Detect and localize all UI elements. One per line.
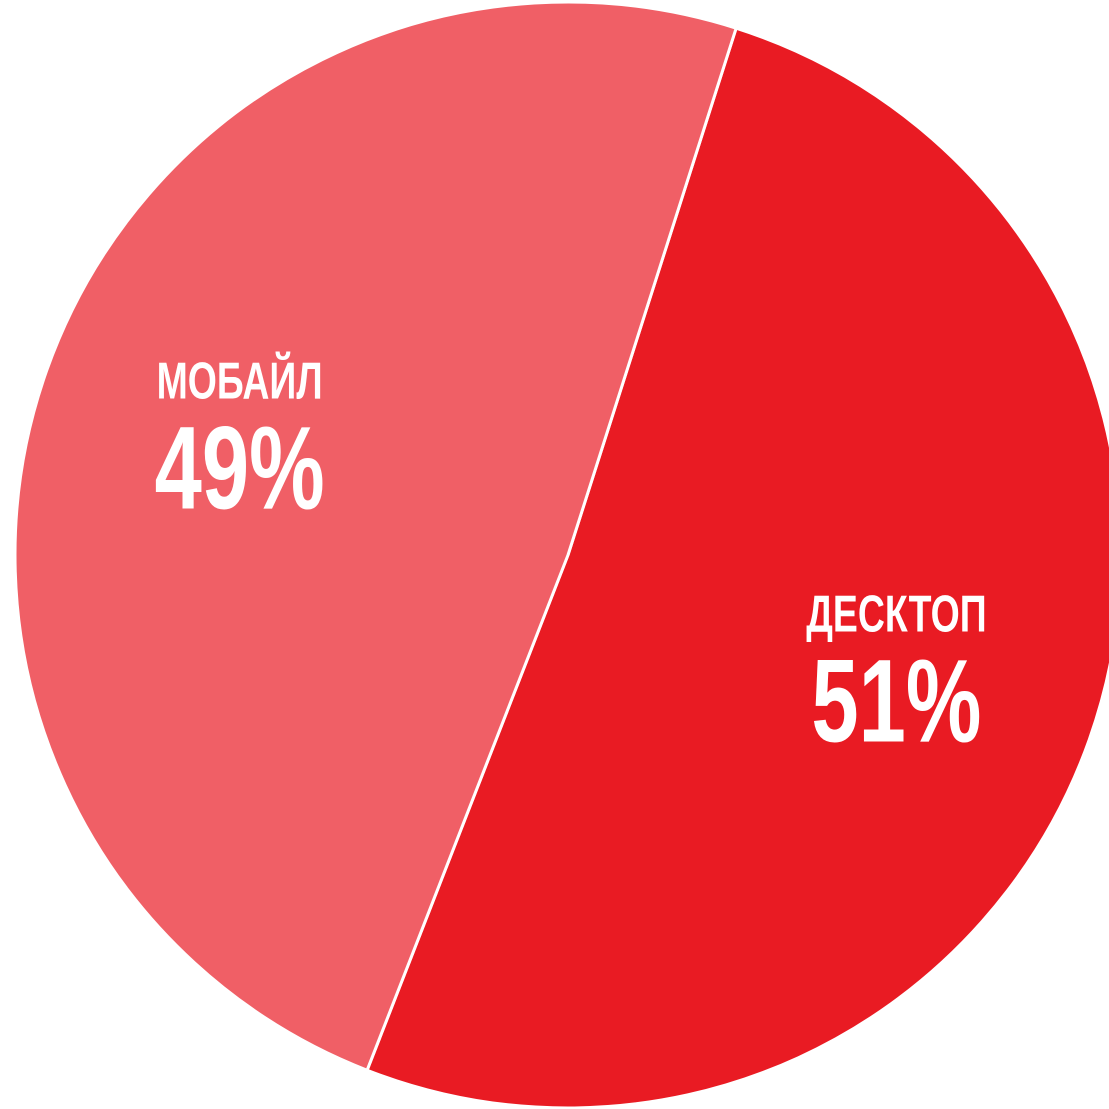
pie-slice [13,0,738,1072]
slice-category: МОБАЙЛ [157,351,323,411]
slice-value: 49% [155,402,325,534]
slice-category: ДЕСКТОП [806,584,986,643]
pie-slice [365,26,1109,1109]
slice-value: 51% [811,635,981,767]
